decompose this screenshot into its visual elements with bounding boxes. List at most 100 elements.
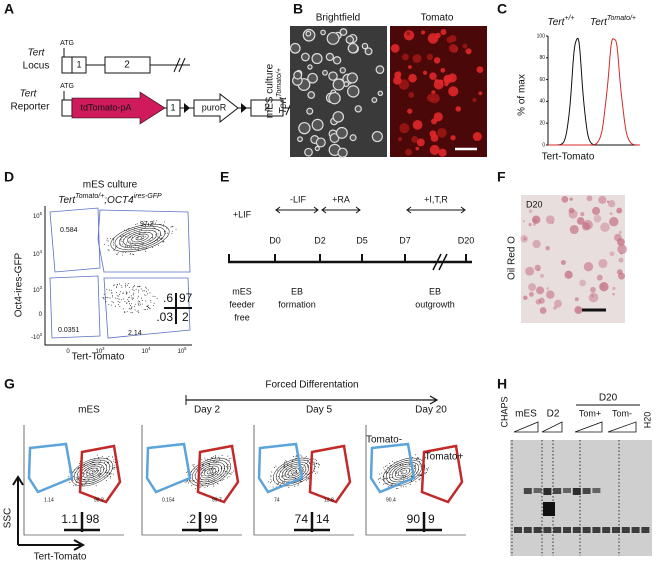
- gradient-wedge: [541, 421, 563, 433]
- event: [385, 470, 387, 472]
- lipid: [553, 306, 557, 310]
- event: [104, 461, 106, 463]
- event: [202, 464, 204, 466]
- label: Tert-Tomato: [72, 352, 125, 363]
- event: [295, 455, 297, 457]
- lipid: [620, 252, 623, 255]
- event: [383, 476, 385, 477]
- event: [397, 488, 399, 489]
- lipid: [528, 291, 534, 297]
- event: [139, 301, 141, 303]
- lipid: [569, 197, 573, 201]
- event: [295, 458, 297, 460]
- colony: [462, 43, 468, 49]
- colony: [300, 52, 310, 62]
- tick-label: 104: [141, 346, 151, 355]
- lipid: [579, 279, 586, 287]
- colony: [450, 135, 456, 141]
- contour: [88, 469, 96, 475]
- label: D2: [314, 235, 326, 245]
- label: Day 2: [194, 405, 221, 416]
- event: [137, 297, 139, 299]
- lipid: [596, 274, 603, 281]
- superscript: ires-GFP: [134, 193, 162, 200]
- summary-value: .2: [186, 512, 196, 526]
- event: [106, 479, 107, 481]
- gate-value: 74: [274, 497, 280, 503]
- event: [122, 243, 124, 245]
- event: [110, 238, 112, 240]
- event: [313, 463, 315, 465]
- event: [400, 486, 402, 488]
- event: [303, 466, 305, 468]
- event: [143, 309, 145, 310]
- event: [316, 460, 318, 462]
- event: [229, 473, 231, 475]
- panel-label: C: [497, 1, 507, 17]
- event: [293, 455, 295, 457]
- gate-value: 0.584: [60, 227, 78, 234]
- event: [132, 253, 134, 255]
- event: [107, 240, 109, 242]
- event: [315, 466, 316, 467]
- event: [147, 305, 149, 307]
- event: [129, 246, 131, 248]
- event: [217, 483, 219, 485]
- label: D5: [356, 235, 368, 245]
- contour: [82, 465, 102, 479]
- colony: [433, 57, 441, 64]
- gate-value: 0.154: [162, 497, 175, 503]
- label: 1: [170, 102, 175, 112]
- event: [303, 469, 304, 471]
- band: [582, 488, 591, 494]
- event: [106, 457, 108, 459]
- superscript: Tomato/+: [607, 15, 636, 22]
- lipid: [583, 261, 594, 272]
- label: Oil Red O: [507, 236, 518, 280]
- lipid: [574, 297, 579, 302]
- axes: [253, 425, 354, 536]
- event: [417, 458, 419, 460]
- event: [106, 288, 108, 290]
- panel-label: D: [4, 169, 14, 185]
- event: [306, 465, 308, 467]
- band: [553, 488, 562, 494]
- event: [286, 464, 288, 466]
- colony: [422, 70, 428, 75]
- lipid: [546, 287, 550, 290]
- band: [612, 527, 620, 533]
- lipid: [534, 264, 541, 271]
- tick-label: 60: [539, 77, 545, 83]
- event: [100, 466, 102, 468]
- event: [273, 467, 275, 468]
- event: [379, 477, 381, 479]
- event: [107, 237, 109, 239]
- colony: [415, 146, 420, 151]
- event: [213, 460, 215, 462]
- panel-label: A: [4, 1, 14, 17]
- colony: [394, 71, 402, 79]
- event: [283, 481, 285, 483]
- colony: [447, 73, 457, 83]
- event: [425, 456, 426, 458]
- event: [131, 303, 133, 305]
- event: [144, 232, 146, 234]
- event: [122, 292, 124, 294]
- event: [278, 476, 279, 477]
- lipid: [564, 270, 573, 279]
- event: [381, 479, 383, 480]
- gel: [510, 440, 652, 556]
- event: [140, 236, 142, 238]
- genotype: TertTomato/+: [276, 68, 288, 114]
- event: [166, 227, 168, 229]
- label: D0: [269, 235, 281, 245]
- event: [396, 472, 398, 474]
- event: [109, 473, 111, 475]
- superscript: 3: [40, 285, 43, 290]
- colony: [472, 132, 482, 142]
- event: [124, 286, 126, 288]
- event: [204, 486, 206, 488]
- event: [107, 461, 109, 463]
- event: [101, 467, 103, 468]
- colony: [429, 93, 440, 104]
